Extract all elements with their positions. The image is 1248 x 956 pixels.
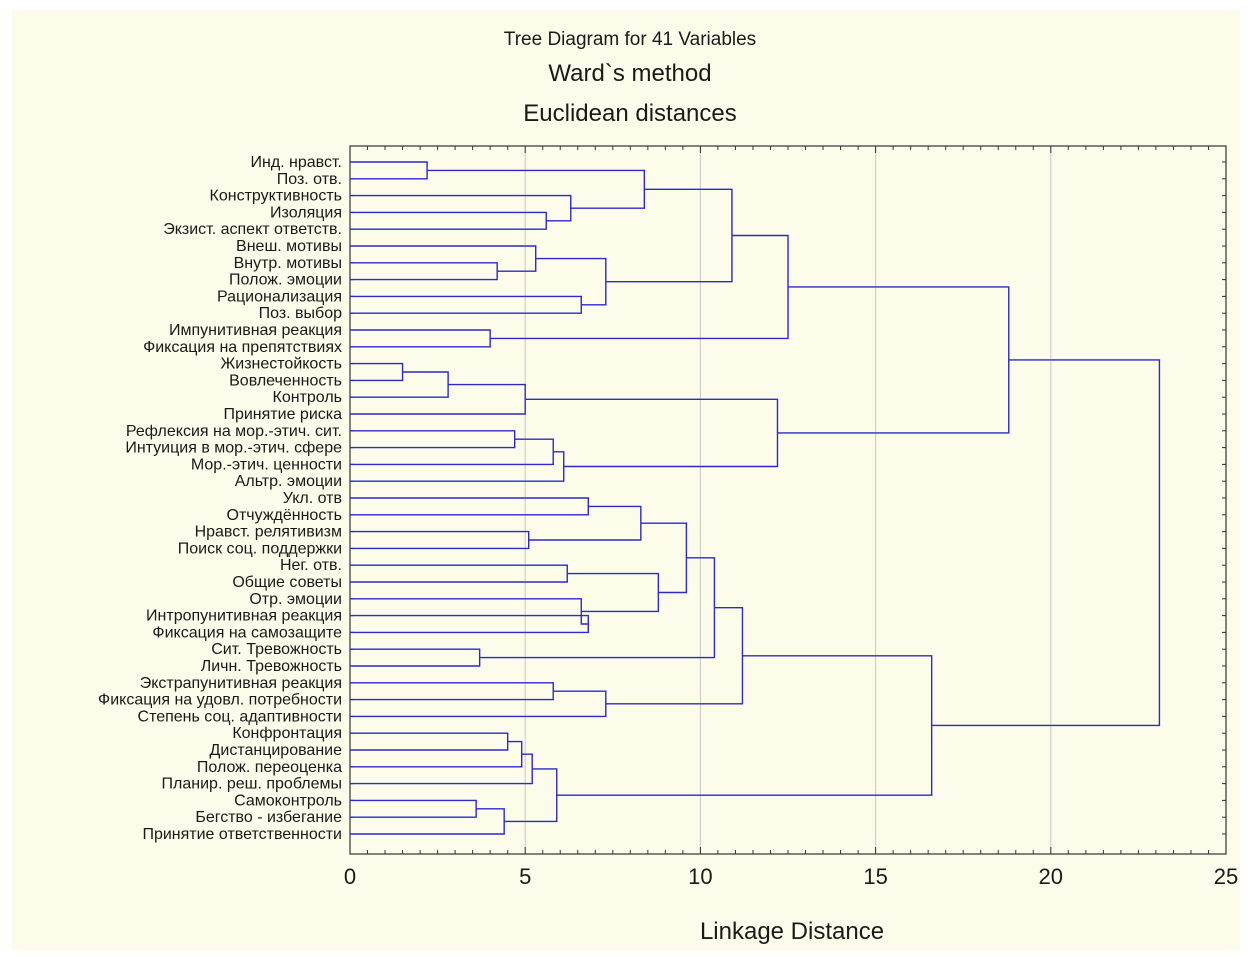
tree-link xyxy=(504,768,558,823)
leaf-label: Полож. эмоции xyxy=(229,272,342,289)
leaf-label: Сит. Тревожность xyxy=(211,641,342,658)
tree-link xyxy=(427,169,646,209)
leaf-label: Импунитивная реакция xyxy=(169,322,342,339)
leaf-label: Нравст. релятивизм xyxy=(195,524,342,541)
leaf-label: Принятие риска xyxy=(223,406,342,423)
tree-link xyxy=(350,614,589,634)
chart-subtitle-distance: Euclidean distances xyxy=(523,100,736,127)
leaf-label: Интуиция в мор.-этич. сфере xyxy=(125,440,342,457)
leaf-label: Альтр. эмоции xyxy=(235,473,342,490)
x-tick-label: 10 xyxy=(688,864,712,889)
tree-link xyxy=(350,245,537,272)
tree-link xyxy=(350,732,509,751)
leaf-label: Конструктивность xyxy=(210,188,342,205)
leaf-label: Фиксация на самозащите xyxy=(152,624,342,641)
leaf-label: Полож. переоценка xyxy=(197,759,342,776)
leaf-label: Фиксация на удовл. потребности xyxy=(98,692,342,709)
leaf-label: Интропунитивная реакция xyxy=(146,608,342,625)
chart-panel: Tree Diagram for 41 Variables Ward`s met… xyxy=(12,10,1240,950)
tree-link xyxy=(605,188,733,283)
tree-link xyxy=(350,682,554,701)
tree-links xyxy=(350,161,1161,835)
leaf-label: Планир. реш. проблемы xyxy=(162,776,342,793)
tree-link xyxy=(528,505,642,541)
leaf-label: Контроль xyxy=(273,389,343,406)
leaf-label: Отчуждённость xyxy=(227,507,342,524)
grid-lines xyxy=(524,146,1052,854)
chart-subtitle-method: Ward`s method xyxy=(548,60,711,87)
tree-link xyxy=(525,398,779,468)
tree-link xyxy=(350,564,568,583)
leaf-label: Бегство - избегание xyxy=(195,809,342,826)
x-tick-label: 25 xyxy=(1214,864,1238,889)
tree-link xyxy=(350,430,516,449)
leaf-label: Дистанцирование xyxy=(210,742,343,759)
leaf-label: Экзист. аспект ответств. xyxy=(163,221,342,238)
tree-link xyxy=(777,286,1010,434)
tree-link xyxy=(350,161,428,180)
tree-link xyxy=(350,451,565,482)
leaf-label: Фиксация на препятствиях xyxy=(143,339,342,356)
leaf-label: Поз. выбор xyxy=(259,305,343,322)
tree-link xyxy=(350,295,582,314)
leaf-label: Внеш. мотивы xyxy=(236,238,342,255)
leaf-label: Отр. эмоции xyxy=(249,591,342,608)
tree-link xyxy=(931,359,1161,727)
tree-link xyxy=(350,383,526,415)
tree-link xyxy=(535,257,607,306)
x-tick-labels: 0 5 10 15 20 25 xyxy=(344,864,1238,889)
leaf-label: Мор.-этич. ценности xyxy=(191,456,342,473)
leaf-label: Изоляция xyxy=(270,204,342,221)
leaf-label: Конфронтация xyxy=(232,725,342,742)
leaf-label: Рационализация xyxy=(217,288,342,305)
x-tick-label: 0 xyxy=(344,864,356,889)
leaf-label: Нег. отв. xyxy=(280,557,342,574)
dendrogram-chart: Tree Diagram for 41 Variables Ward`s met… xyxy=(98,29,1238,945)
tree-link xyxy=(350,371,449,398)
tree-link xyxy=(350,497,589,516)
x-tick-label: 15 xyxy=(863,864,887,889)
leaf-label: Рефлексия на мор.-этич. сит. xyxy=(126,423,342,440)
tree-link xyxy=(350,438,554,466)
tree-link xyxy=(350,648,481,667)
tree-link xyxy=(350,808,505,835)
tree-link xyxy=(350,799,477,818)
leaf-label: Укл. отв xyxy=(283,490,342,507)
tree-link xyxy=(490,234,789,340)
leaf-label: Личн. Тревожность xyxy=(201,658,342,675)
leaf-label: Принятие ответственности xyxy=(142,826,342,843)
leaf-label: Экстрапунитивная реакция xyxy=(140,675,342,692)
tree-link xyxy=(350,194,572,222)
tree-link xyxy=(350,262,498,281)
leaf-label: Поз. отв. xyxy=(277,171,342,188)
leaf-label: Самоконтроль xyxy=(234,792,342,809)
tree-link xyxy=(350,530,530,550)
leaf-label: Степень соц. адаптивности xyxy=(138,708,342,725)
tree-link xyxy=(350,753,533,785)
tree-link xyxy=(605,607,744,705)
leaf-label: Инд. нравст. xyxy=(250,154,342,171)
leaf-label: Жизнестойкость xyxy=(220,356,342,373)
x-tick-label: 5 xyxy=(519,864,531,889)
tree-link xyxy=(350,362,404,382)
x-tick-label: 20 xyxy=(1039,864,1063,889)
tree-link xyxy=(640,522,688,594)
leaf-label: Внутр. мотивы xyxy=(234,255,342,272)
leaf-label: Поиск соц. поддержки xyxy=(178,540,342,557)
leaf-labels: Инд. нравст.Поз. отв.КонструктивностьИзо… xyxy=(98,154,342,843)
tree-link xyxy=(350,329,491,348)
tree-link xyxy=(350,211,547,230)
tree-link xyxy=(350,690,607,718)
leaf-label: Вовлеченность xyxy=(229,372,342,389)
tree-link xyxy=(479,557,716,659)
x-axis-label: Linkage Distance xyxy=(700,918,884,945)
leaf-label: Общие советы xyxy=(232,574,342,591)
tree-link xyxy=(350,598,589,625)
chart-title: Tree Diagram for 41 Variables xyxy=(504,29,756,50)
tree-link xyxy=(350,740,523,768)
